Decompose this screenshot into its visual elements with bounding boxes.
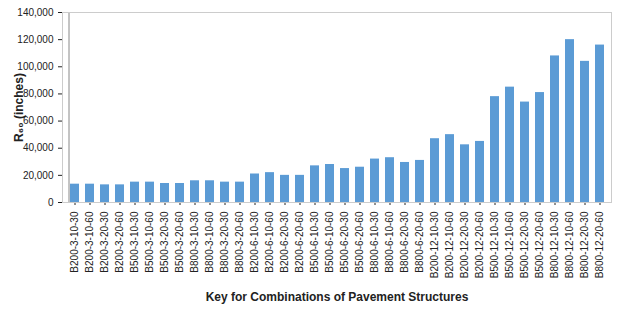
svg-text:B800-12-20-60: B800-12-20-60 [594, 211, 605, 278]
svg-text:140,000: 140,000 [17, 7, 54, 18]
svg-text:B200-3-20-30: B200-3-20-30 [99, 211, 110, 273]
svg-text:B800-6-20-30: B800-6-20-30 [399, 211, 410, 273]
svg-text:B800-6-10-30: B800-6-10-30 [369, 211, 380, 273]
svg-text:B500-3-10-30: B500-3-10-30 [129, 211, 140, 273]
svg-text:Key for Combinations of Paveme: Key for Combinations of Pavement Structu… [206, 290, 469, 304]
svg-text:B800-6-20-60: B800-6-20-60 [414, 211, 425, 273]
svg-text:B500-3-10-60: B500-3-10-60 [144, 211, 155, 273]
svg-text:80,000: 80,000 [23, 88, 54, 99]
svg-text:B500-6-20-60: B500-6-20-60 [354, 211, 365, 273]
svg-text:B200-6-20-60: B200-6-20-60 [294, 211, 305, 273]
svg-text:B200-6-20-30: B200-6-20-30 [279, 211, 290, 273]
svg-text:B500-3-20-60: B500-3-20-60 [174, 211, 185, 273]
svg-text:B800-12-10-60: B800-12-10-60 [564, 211, 575, 278]
svg-text:20,000: 20,000 [23, 170, 54, 181]
svg-text:40,000: 40,000 [23, 142, 54, 153]
svg-text:B200-12-20-30: B200-12-20-30 [459, 211, 470, 278]
svg-text:B800-3-20-60: B800-3-20-60 [234, 211, 245, 273]
svg-text:B500-12-20-30: B500-12-20-30 [519, 211, 530, 278]
svg-text:B500-12-10-30: B500-12-10-30 [489, 211, 500, 278]
svg-text:B500-3-20-30: B500-3-20-30 [159, 211, 170, 273]
svg-text:B500-6-20-30: B500-6-20-30 [339, 211, 350, 273]
svg-text:B200-3-10-30: B200-3-10-30 [69, 211, 80, 273]
svg-text:B500-12-10-60: B500-12-10-60 [504, 211, 515, 278]
svg-text:B800-3-20-30: B800-3-20-30 [219, 211, 230, 273]
svg-text:B200-3-20-60: B200-3-20-60 [114, 211, 125, 273]
svg-text:B800-3-10-60: B800-3-10-60 [204, 211, 215, 273]
svg-text:B200-12-20-60: B200-12-20-60 [474, 211, 485, 278]
svg-text:B800-3-10-30: B800-3-10-30 [189, 211, 200, 273]
svg-text:120,000: 120,000 [17, 34, 54, 45]
svg-text:B200-6-10-60: B200-6-10-60 [264, 211, 275, 273]
svg-text:B200-3-10-60: B200-3-10-60 [84, 211, 95, 273]
svg-text:0: 0 [48, 197, 54, 208]
svg-text:B500-12-20-60: B500-12-20-60 [534, 211, 545, 278]
svg-text:B500-6-10-30: B500-6-10-30 [309, 211, 320, 273]
svg-text:100,000: 100,000 [17, 61, 54, 72]
svg-text:B200-6-10-30: B200-6-10-30 [249, 211, 260, 273]
svg-text:B500-6-10-60: B500-6-10-60 [324, 211, 335, 273]
svg-text:R₆₀ (inches): R₆₀ (inches) [12, 73, 26, 142]
svg-text:B800-12-10-30: B800-12-10-30 [549, 211, 560, 278]
svg-text:B800-6-10-60: B800-6-10-60 [384, 211, 395, 273]
svg-text:B800-12-20-30: B800-12-20-30 [579, 211, 590, 278]
svg-text:B200-12-10-60: B200-12-10-60 [444, 211, 455, 278]
svg-text:60,000: 60,000 [23, 115, 54, 126]
svg-text:B200-12-10-30: B200-12-10-30 [429, 211, 440, 278]
